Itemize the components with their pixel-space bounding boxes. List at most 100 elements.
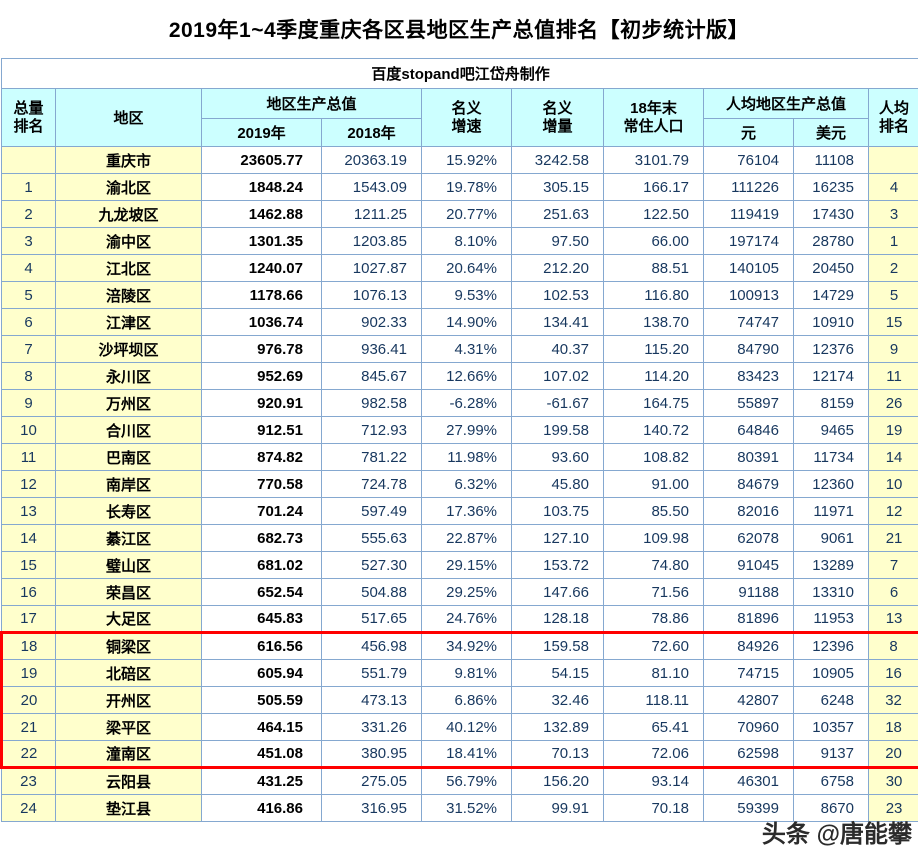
cell-region: 重庆市: [55, 146, 202, 174]
table-row: 22 潼南区 451.08 380.95 18.41% 70.13 72.06 62598 91…: [0, 740, 918, 769]
cell-region: 铜梁区: [55, 631, 202, 660]
cell-region: 荣昌区: [55, 578, 202, 606]
cell-population: 88.51: [603, 254, 704, 282]
cell-total-rank: [1, 146, 56, 174]
cell-region: 合川区: [55, 416, 202, 444]
cell-yuan: 70960: [703, 713, 794, 741]
cell-increment: 251.63: [511, 200, 604, 228]
subtitle-row: 百度stopand吧江岱舟制作: [0, 58, 918, 89]
cell-gdp-2019: 1848.24: [201, 173, 322, 201]
cell-percap-rank: 3: [867, 200, 918, 228]
cell-growth: 12.66%: [421, 362, 512, 390]
cell-gdp-2018: 380.95: [321, 740, 422, 769]
cell-gdp-2019: 652.54: [201, 578, 322, 606]
cell-yuan: 80391: [703, 443, 794, 471]
cell-gdp-2019: 976.78: [201, 335, 322, 363]
col-header-region: 地区: [55, 88, 202, 147]
cell-growth: 9.81%: [421, 659, 512, 687]
cell-gdp-2019: 920.91: [201, 389, 322, 417]
cell-gdp-2018: 456.98: [321, 631, 422, 660]
cell-total-rank: 9: [1, 389, 56, 417]
cell-usd: 9061: [793, 524, 869, 552]
table-row: 18 铜梁区 616.56 456.98 34.92% 159.58 72.60 84926 1…: [0, 631, 918, 660]
cell-growth: 6.86%: [421, 686, 512, 714]
cell-population: 108.82: [603, 443, 704, 471]
cell-growth: 15.92%: [421, 146, 512, 174]
col-header-2019: 2019年: [201, 118, 322, 147]
cell-percap-rank: 9: [867, 335, 918, 363]
table-row: 6 江津区 1036.74 902.33 14.90% 134.41 138.70 74747…: [1, 308, 918, 336]
header-row-sub: 2019年 2018年 元 美元: [2, 118, 918, 147]
cell-percap-rank: 18: [867, 713, 918, 741]
cell-gdp-2018: 902.33: [321, 308, 422, 336]
cell-total-rank: 1: [1, 173, 56, 201]
cell-population: 116.80: [603, 281, 704, 309]
cell-region: 开州区: [55, 686, 202, 714]
table-body: 重庆市 23605.77 20363.19 15.92% 3242.58 3101.79 7…: [0, 146, 918, 822]
cell-usd: 10905: [793, 659, 869, 687]
cell-region: 江北区: [55, 254, 202, 282]
cell-yuan: 62078: [703, 524, 794, 552]
cell-total-rank: 16: [1, 578, 56, 606]
cell-region: 云阳县: [55, 767, 202, 795]
cell-gdp-2018: 597.49: [321, 497, 422, 525]
cell-gdp-2018: 504.88: [321, 578, 422, 606]
cell-usd: 12360: [793, 470, 869, 498]
cell-yuan: 55897: [703, 389, 794, 417]
cell-growth: 4.31%: [421, 335, 512, 363]
cell-gdp-2019: 505.59: [201, 686, 322, 714]
cell-total-rank: 14: [1, 524, 56, 552]
cell-percap-rank: 13: [867, 605, 918, 633]
cell-gdp-2018: 331.26: [321, 713, 422, 741]
cell-total-rank: 15: [1, 551, 56, 579]
cell-gdp-2018: 1211.25: [321, 200, 422, 228]
cell-percap-rank: 16: [867, 659, 918, 687]
cell-yuan: 91045: [703, 551, 794, 579]
cell-gdp-2018: 517.65: [321, 605, 422, 633]
cell-total-rank: 8: [1, 362, 56, 390]
cell-usd: 12376: [793, 335, 869, 363]
cell-percap-rank: 19: [867, 416, 918, 444]
cell-yuan: 74747: [703, 308, 794, 336]
cell-increment: 3242.58: [511, 146, 604, 174]
cell-increment: 134.41: [511, 308, 604, 336]
cell-percap-rank: 6: [867, 578, 918, 606]
cell-gdp-2018: 1203.85: [321, 227, 422, 255]
table-row: 14 綦江区 682.73 555.63 22.87% 127.10 109.98 62078…: [1, 524, 918, 552]
cell-yuan: 82016: [703, 497, 794, 525]
table-row: 24 垫江县 416.86 316.95 31.52% 99.91 70.18 59399 86…: [1, 794, 918, 822]
cell-gdp-2018: 527.30: [321, 551, 422, 579]
cell-total-rank: 11: [1, 443, 56, 471]
cell-yuan: 81896: [703, 605, 794, 633]
cell-population: 72.06: [603, 740, 704, 769]
cell-gdp-2019: 770.58: [201, 470, 322, 498]
cell-growth: 19.78%: [421, 173, 512, 201]
cell-population: 91.00: [603, 470, 704, 498]
cell-increment: 70.13: [511, 740, 604, 769]
cell-population: 3101.79: [603, 146, 704, 174]
cell-increment: 54.15: [511, 659, 604, 687]
cell-region: 潼南区: [55, 740, 202, 769]
cell-yuan: 84790: [703, 335, 794, 363]
cell-yuan: 100913: [703, 281, 794, 309]
cell-percap-rank: 4: [867, 173, 918, 201]
cell-region: 长寿区: [55, 497, 202, 525]
cell-population: 115.20: [603, 335, 704, 363]
cell-region: 渝中区: [55, 227, 202, 255]
cell-percap-rank: 20: [867, 740, 918, 769]
cell-population: 109.98: [603, 524, 704, 552]
cell-gdp-2019: 1240.07: [201, 254, 322, 282]
cell-gdp-2019: 912.51: [201, 416, 322, 444]
cell-total-rank: 6: [1, 308, 56, 336]
table-row: 11 巴南区 874.82 781.22 11.98% 93.60 108.82 80391 1…: [1, 443, 918, 471]
cell-yuan: 111226: [703, 173, 794, 201]
cell-increment: 32.46: [511, 686, 604, 714]
cell-usd: 16235: [793, 173, 869, 201]
cell-total-rank: 3: [1, 227, 56, 255]
cell-region: 渝北区: [55, 173, 202, 201]
cell-growth: 8.10%: [421, 227, 512, 255]
cell-percap-rank: 10: [867, 470, 918, 498]
cell-percap-rank: 5: [867, 281, 918, 309]
cell-gdp-2019: 682.73: [201, 524, 322, 552]
cell-increment: 103.75: [511, 497, 604, 525]
